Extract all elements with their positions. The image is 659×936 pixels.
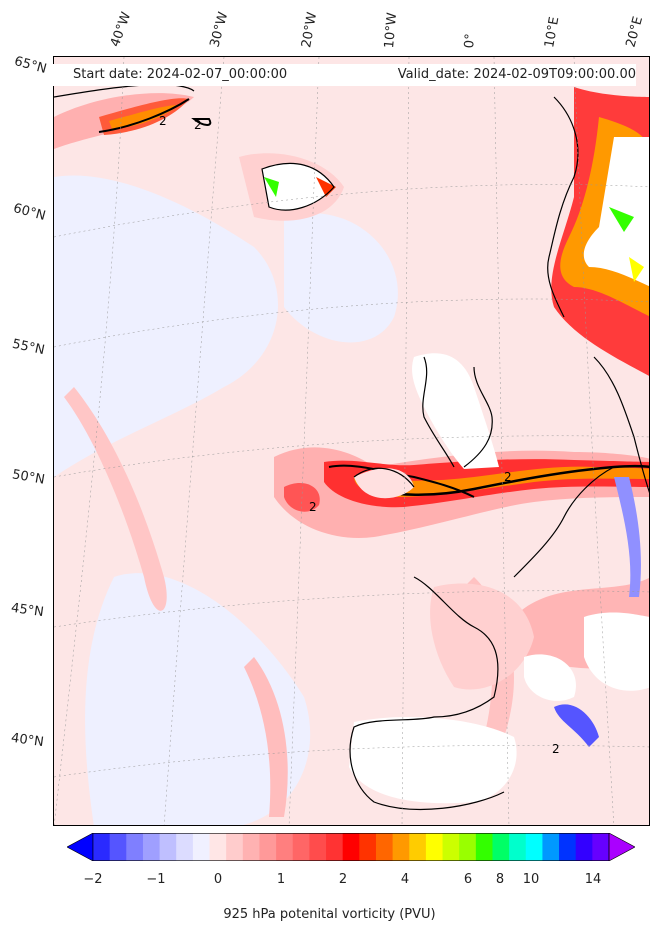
colorbar-segment — [226, 833, 244, 861]
lon-label: 20°E — [623, 14, 647, 50]
ireland — [354, 468, 414, 499]
negative-pv-area — [284, 213, 398, 343]
contour-line — [363, 464, 649, 497]
colorbar-segment — [93, 833, 111, 861]
lon-label: 30°W — [207, 10, 232, 49]
colorbar-border — [92, 833, 610, 861]
colorbar-segment — [475, 833, 494, 861]
colorbar-segment — [309, 833, 327, 861]
colorbar-segment — [575, 833, 593, 861]
colorbar-tick: 4 — [400, 872, 410, 887]
colorbar-segment — [425, 833, 444, 861]
map-canvas: 2 2 2 2 2 — [54, 57, 649, 825]
coastline — [261, 162, 335, 211]
colorbar-segment — [592, 833, 610, 861]
colorbar-segment — [375, 833, 394, 861]
colorbar-segment — [492, 833, 510, 861]
contour-label: 2 — [194, 118, 202, 132]
pv-streak — [64, 387, 167, 611]
colorbar-segment — [392, 833, 410, 861]
colorbar-tick: 8 — [495, 872, 505, 887]
colorbar-segment — [442, 833, 460, 861]
colorbar-segment — [509, 833, 527, 861]
colorbar-segment — [142, 833, 161, 861]
colorbar-segment — [342, 833, 360, 861]
contour-label: 2 — [159, 114, 167, 128]
lon-label: 0° — [462, 32, 479, 49]
norway-peak — [609, 207, 634, 232]
negative-pv-sliver — [554, 704, 599, 747]
colorbar-segment — [542, 833, 560, 861]
colorbar-segment — [359, 833, 377, 861]
colorbar-segment — [126, 833, 144, 861]
colorbar-extend-high — [608, 833, 635, 861]
iceland-land — [262, 163, 334, 211]
colorbar-tick: 14 — [584, 872, 602, 887]
colorbar-segment — [242, 833, 261, 861]
iberia-land — [349, 717, 517, 804]
lon-label: 40°W — [107, 10, 135, 49]
contour-label: 2 — [552, 742, 560, 756]
france — [430, 583, 534, 690]
colorbar — [67, 833, 635, 861]
iceland-peak — [264, 177, 279, 197]
colorbar-segment — [209, 833, 227, 861]
contour-label: 2 — [504, 470, 512, 484]
colorbar-segment — [176, 833, 194, 861]
colorbar-title: 925 hPa potenital vorticity (PVU) — [223, 907, 436, 922]
lon-label: 10°W — [382, 11, 401, 49]
negative-pv-area — [54, 175, 278, 477]
colorbar-tick: −2 — [83, 872, 103, 887]
great-britain — [412, 353, 499, 469]
colorbar-tick: 2 — [338, 872, 348, 887]
lat-label: 60°N — [11, 201, 48, 224]
lat-label: 45°N — [10, 600, 45, 621]
contour-label: 2 — [309, 500, 317, 514]
lat-label: 40°N — [10, 730, 45, 751]
pv-band-core — [354, 466, 649, 497]
coastline — [513, 356, 649, 578]
contour-line — [98, 98, 212, 133]
lat-label: 55°N — [10, 336, 46, 359]
colorbar-segment — [109, 833, 127, 861]
colorbar-segment — [276, 833, 294, 861]
valid-date: Valid_date: 2024-02-09T09:00:00.00 — [397, 67, 636, 82]
start-date: Start date: 2024-02-07_00:00:00 — [73, 67, 288, 82]
coastline — [547, 96, 579, 318]
norway-peak — [629, 257, 644, 282]
colorbar-tick: 10 — [522, 872, 540, 887]
lon-label: 10°E — [542, 15, 563, 49]
colorbar-segment — [259, 833, 277, 861]
lat-label: 65°N — [12, 54, 49, 77]
colorbar-segment — [409, 833, 427, 861]
colorbar-extend-low — [67, 833, 94, 861]
colorbar-segment — [192, 833, 211, 861]
latitude-gridlines — [54, 184, 649, 778]
colorbar-segment — [559, 833, 577, 861]
info-bar: Start date: 2024-02-07_00:00:00 Valid_da… — [53, 64, 636, 86]
map-panel: 2 2 2 2 2 — [53, 56, 650, 826]
pv-streak — [244, 657, 288, 817]
greenland-pv-core — [109, 105, 179, 129]
colorbar-tick: −1 — [146, 872, 166, 887]
coastline — [353, 467, 415, 488]
balkan-land — [584, 612, 649, 691]
negative-pv-area — [85, 573, 311, 825]
colorbar-segment — [459, 833, 477, 861]
negative-pv-sliver — [614, 477, 641, 597]
colorbar-segment — [292, 833, 310, 861]
colorbar-tick: 6 — [463, 872, 473, 887]
contour-line — [328, 464, 475, 498]
iceland-peak — [316, 177, 336, 197]
lon-label: 20°W — [299, 11, 321, 50]
colorbar-segment — [159, 833, 177, 861]
coastline — [422, 356, 493, 468]
colorbar-segment — [525, 833, 544, 861]
colorbar-tick: 1 — [276, 872, 286, 887]
alps-land — [524, 654, 576, 701]
coastline — [349, 576, 505, 811]
lat-label: 50°N — [10, 467, 46, 488]
colorbar-tick: 0 — [213, 872, 223, 887]
colorbar-segment — [326, 833, 344, 861]
